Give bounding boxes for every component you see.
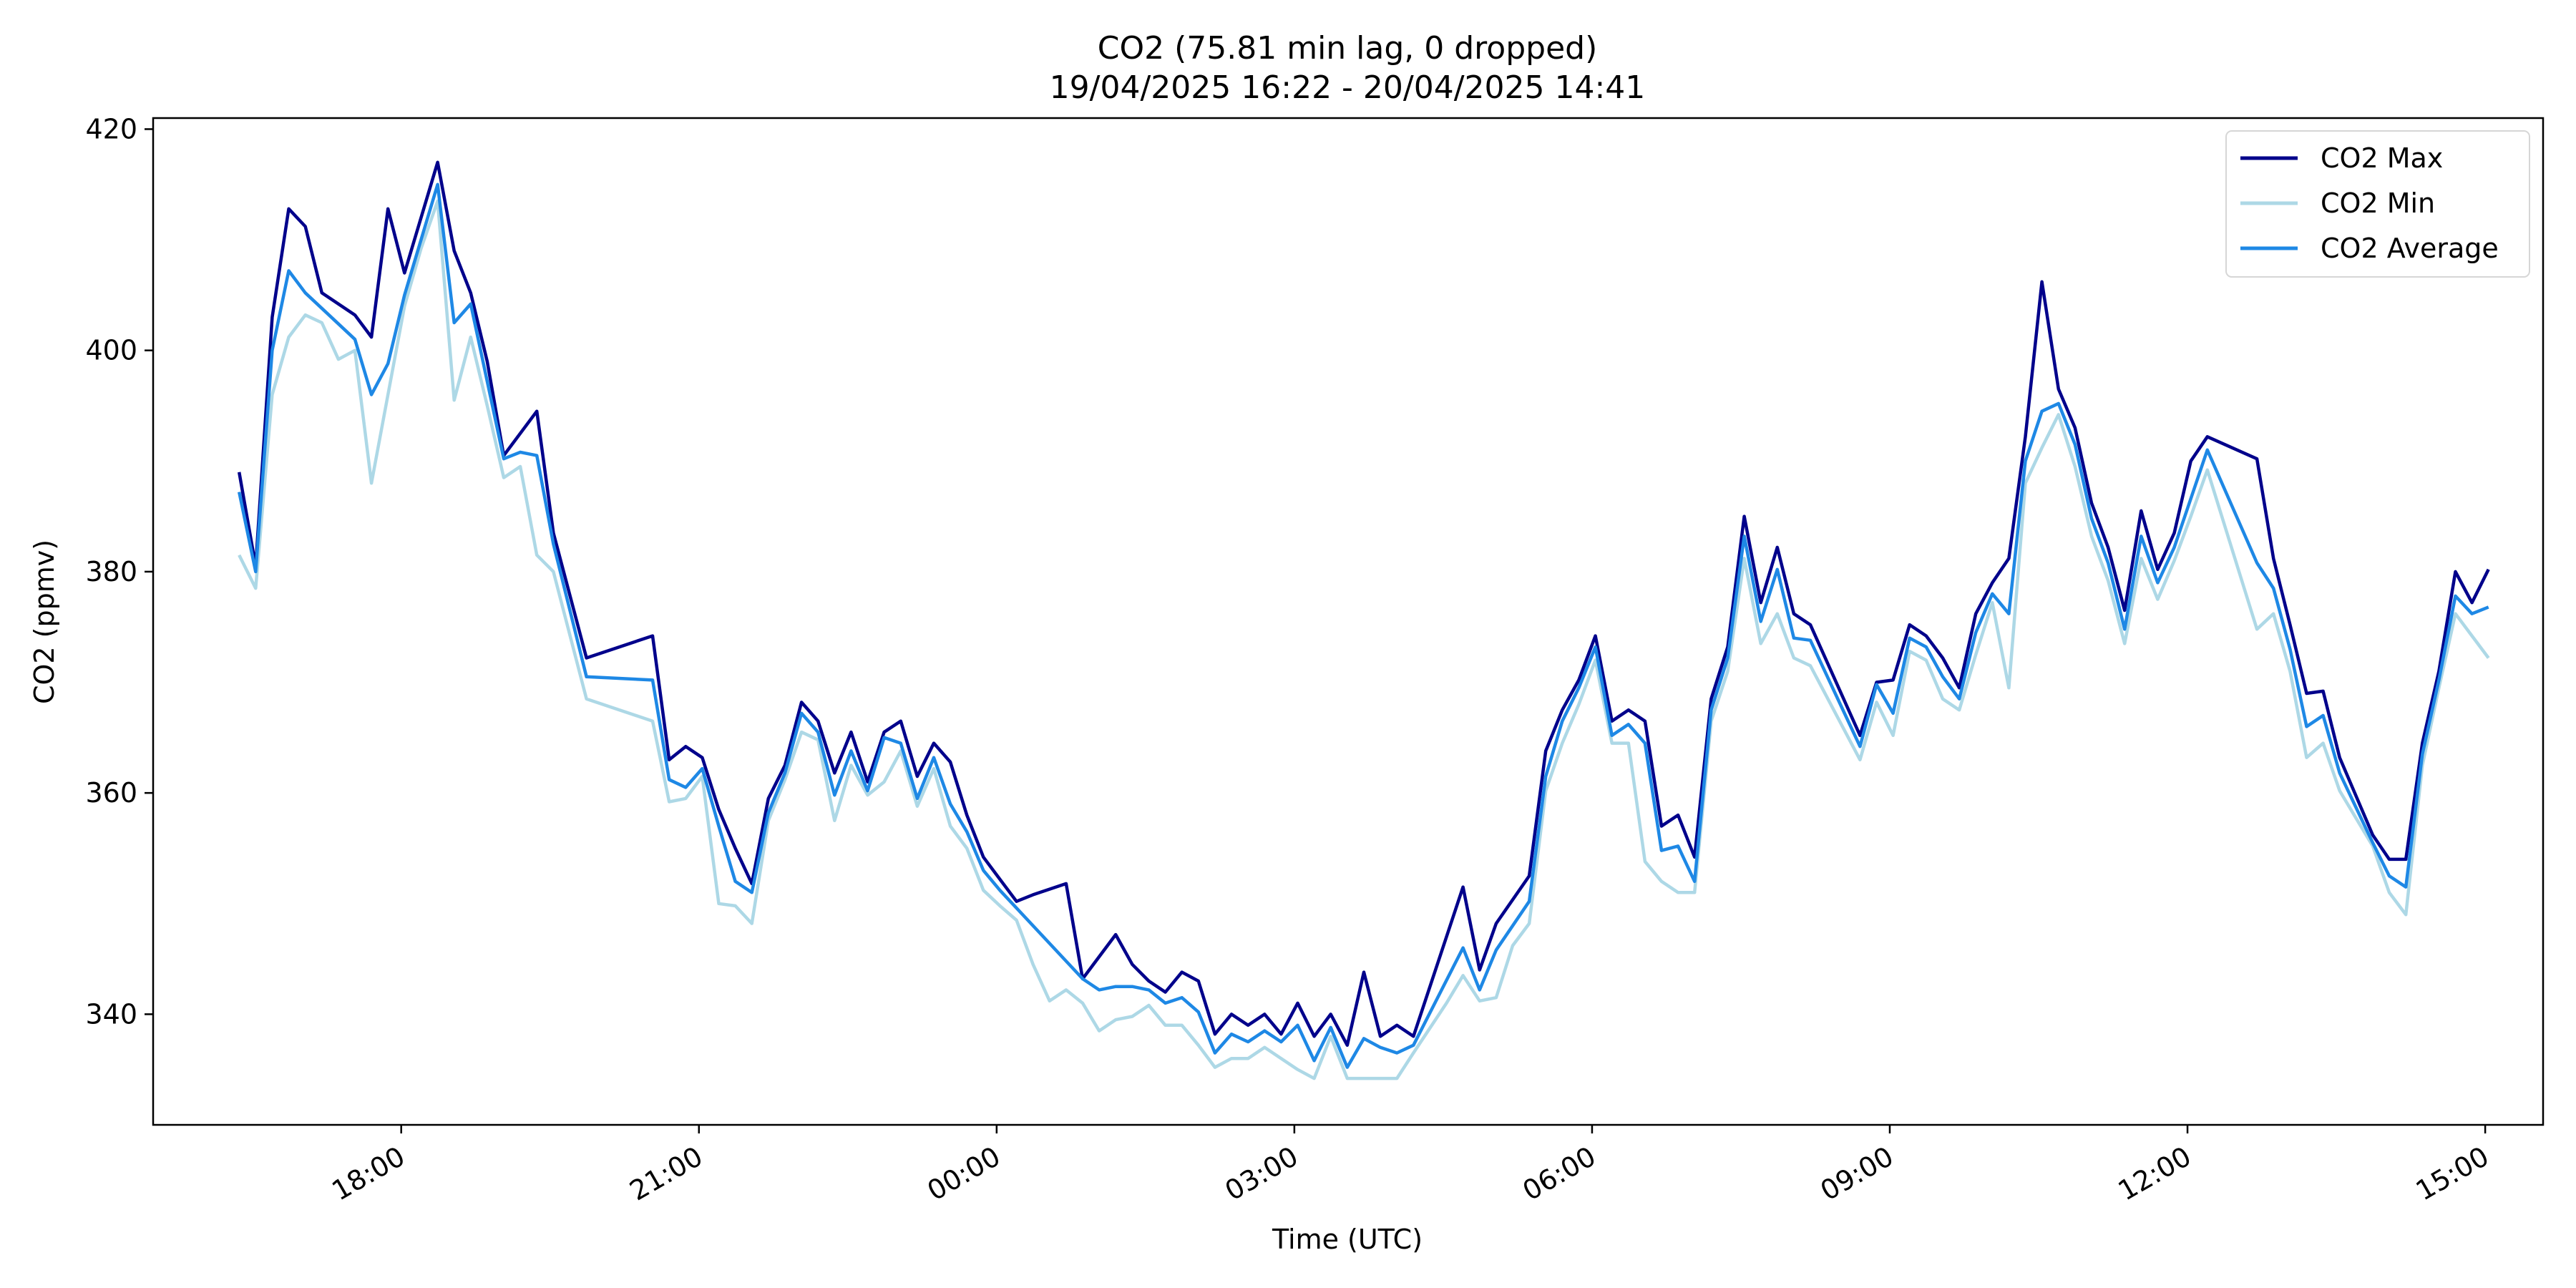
chart-subtitle: 19/04/2025 16:22 - 20/04/2025 14:41 [1050,69,1646,106]
y-tick-label-360: 360 [85,777,137,809]
y-tick-label-380: 380 [85,556,137,587]
series-line-co2-max [237,160,2490,1047]
x-axis-label: Time (UTC) [1272,1224,1423,1255]
series-line-co2-average [237,182,2489,1069]
legend: CO2 Max CO2 Min CO2 Average [2225,130,2530,278]
y-tick-label-420: 420 [85,113,137,145]
y-axis: 340 360 380 400 420 [85,113,153,1030]
legend-label-co2-max: CO2 Max [2321,142,2443,174]
series-line-co2-min [238,199,2490,1080]
chart-title: CO2 (75.81 min lag, 0 dropped) [1098,30,1597,67]
legend-frame [2225,130,2530,278]
y-tick-label-340: 340 [85,998,137,1030]
plot-frame [152,117,2545,1126]
series-layer [237,160,2490,1080]
y-axis-label: CO2 (ppmv) [29,540,60,704]
y-tick-label-400: 400 [85,335,137,366]
legend-label-co2-average: CO2 Average [2321,233,2499,264]
legend-label-co2-min: CO2 Min [2321,187,2435,219]
